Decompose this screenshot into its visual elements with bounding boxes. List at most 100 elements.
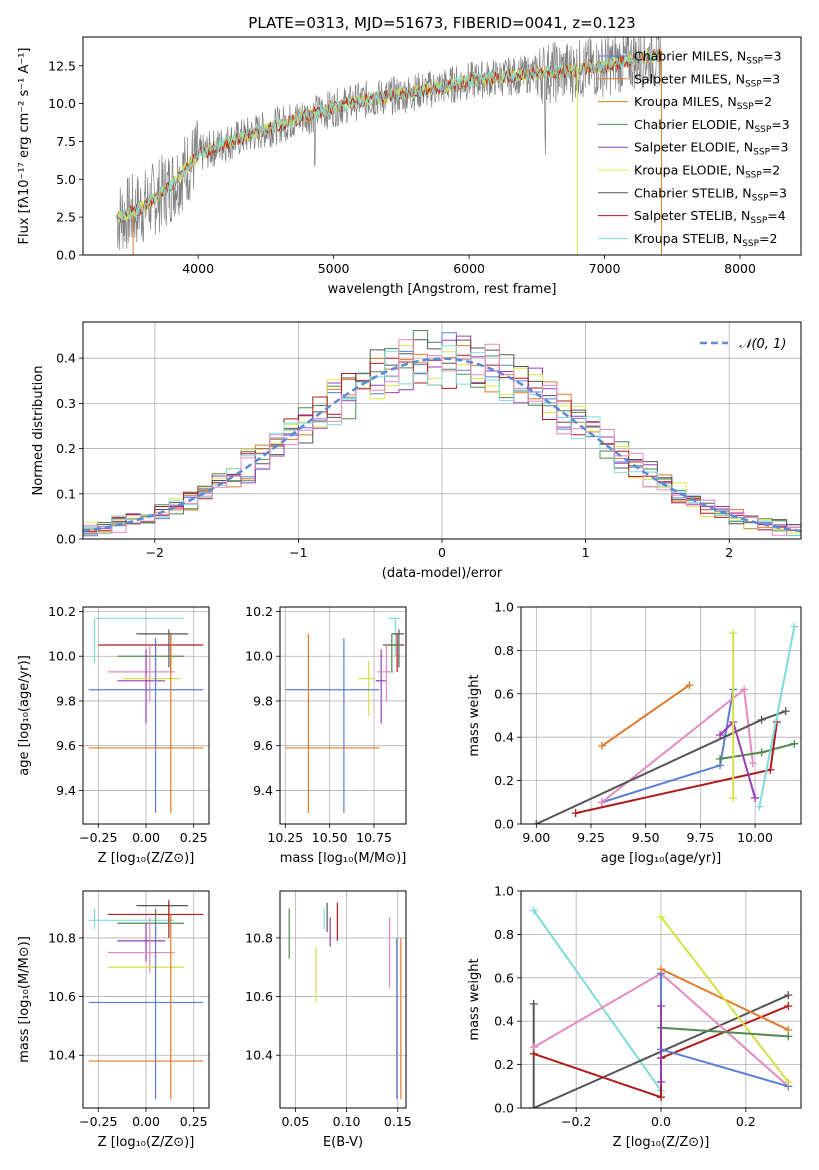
x-axis-label: (data-model)/error: [382, 566, 503, 581]
weight-line: [601, 684, 690, 747]
axes-frame: [82, 890, 210, 1109]
weight-marker: [657, 1093, 665, 1102]
x-tick-label: 0.00: [132, 830, 160, 845]
panel-residuals: −2 −1 0 1 2 0.0 0.1 0.2 0.3 0.4 (data-model)/error…: [31, 321, 802, 581]
x-tick-label: 0.00: [132, 1114, 160, 1129]
errorbar-point: [88, 638, 204, 813]
errorbar-point: [107, 917, 175, 974]
x-tick-label: 9.50: [632, 830, 660, 845]
y-tick-label: 0.1: [56, 486, 76, 501]
y-tick-label: 0.6: [494, 970, 514, 985]
y-tick-label: 10.0: [245, 649, 273, 664]
weight-marker: [657, 965, 665, 974]
y-tick-label: 9.6: [56, 738, 76, 753]
x-axis-label: mass [log₁₀(M/M⊙)]: [280, 851, 407, 866]
y-tick-label: 0.0: [494, 1101, 514, 1116]
y-tick-label: 1.0: [494, 600, 514, 615]
model-spectrum: [116, 48, 662, 224]
x-axis-label: age [log₁₀(age/yr)]: [601, 851, 722, 866]
y-tick-label: 10.2: [245, 604, 273, 619]
x-tick-label: 5000: [318, 261, 350, 276]
x-tick-label: 6000: [453, 261, 485, 276]
legend-label: Kroupa ELODIE, NSSP=2: [634, 163, 780, 181]
panel-mass_weight_vs_age: 9.00 9.25 9.50 9.75 10.00 0.0 0.2 0.4 0.6 0.8 1.0 a…: [467, 600, 802, 866]
plot-area: [521, 607, 801, 824]
legend-label: Chabrier STELIB, NSSP=3: [634, 185, 787, 203]
weight-marker: [597, 798, 606, 807]
y-tick-label: 10.0: [48, 96, 76, 111]
x-tick-label: 10.00: [737, 830, 773, 845]
errorbar-point: [136, 629, 188, 668]
y-tick-label: 10.6: [48, 989, 76, 1004]
weight-marker: [784, 991, 793, 1000]
y-tick-label: 0.4: [494, 1014, 514, 1029]
y-tick-label: 5.0: [56, 172, 76, 187]
weight-marker: [657, 913, 665, 922]
plot-area: [116, 37, 662, 255]
y-tick-label: 10.4: [245, 1048, 273, 1063]
axes-frame: [82, 36, 802, 256]
x-tick-label: 7000: [589, 261, 621, 276]
legend-label: Kroupa MILES, NSSP=2: [634, 94, 772, 112]
x-tick-label: 0.2: [736, 1114, 756, 1129]
y-tick-label: 9.4: [253, 783, 273, 798]
errorbar-point: [98, 633, 204, 672]
weight-marker: [784, 1002, 793, 1011]
weight-line: [532, 909, 662, 1092]
y-tick-label: 10.8: [245, 930, 273, 945]
weight-series: [532, 707, 790, 824]
x-tick-label: 2: [725, 545, 733, 560]
weight-marker: [571, 809, 580, 818]
y-tick-label: 0.0: [56, 532, 76, 547]
weight-marker: [766, 765, 775, 774]
errorbar-point: [88, 633, 204, 813]
x-tick-label: 0.05: [281, 1114, 309, 1129]
errorbar-point: [388, 617, 401, 657]
errorbar-point: [88, 923, 204, 1100]
panel-spectrum: 4000 5000 6000 7000 8000 0.0 2.5 5.0 7.5 10.0 12.5…: [17, 36, 802, 297]
x-tick-label: 0.10: [333, 1114, 361, 1129]
x-tick-label: −2: [146, 545, 164, 560]
y-tick-label: 0.0: [494, 817, 514, 832]
errorbar-point: [88, 914, 204, 1100]
y-tick-label: 0.2: [494, 773, 514, 788]
axes-frame: [520, 890, 802, 1109]
errorbar-point: [382, 633, 401, 672]
errorbar-point: [117, 649, 166, 724]
weight-series: [529, 991, 793, 1108]
weight-marker: [784, 1032, 793, 1041]
x-tick-label: 10.25: [267, 830, 303, 845]
weight-marker: [757, 715, 766, 724]
plot-area: [280, 607, 406, 824]
errorbar-point: [117, 923, 166, 962]
errorbar-point: [391, 629, 405, 668]
x-axis-label: E(B-V): [323, 1135, 363, 1150]
panel-mass_weight_vs_Z: −0.2 0.0 0.2 0.0 0.2 0.4 0.6 0.8 1.0 Z [log₁₀(Z/Z…: [467, 884, 802, 1150]
y-tick-label: 9.4: [56, 783, 76, 798]
plot-area: [280, 891, 406, 1108]
weight-marker: [784, 1077, 793, 1086]
x-tick-label: 0.25: [180, 830, 208, 845]
weight-marker: [657, 1002, 665, 1011]
errorbar-point: [375, 649, 387, 724]
x-tick-label: 8000: [724, 261, 756, 276]
weight-marker: [529, 1043, 538, 1052]
y-tick-label: 0.2: [494, 1057, 514, 1072]
weight-series: [716, 739, 799, 763]
weight-line: [660, 916, 790, 1083]
legend-label: Chabrier MILES, NSSP=3: [634, 49, 782, 67]
y-tick-label: 9.6: [253, 738, 273, 753]
y-axis-label: mass [log₁₀(M/M⊙)]: [17, 936, 32, 1063]
x-tick-label: −1: [289, 545, 307, 560]
panel-mass_vs_Z: −0.25 0.00 0.25 10.4 10.6 10.8 Z [log₁₀(Z/Z⊙)]…: [17, 890, 210, 1150]
y-tick-label: 7.5: [56, 134, 76, 149]
weight-marker: [597, 741, 606, 750]
x-axis-label: Z [log₁₀(Z/Z⊙)]: [98, 851, 195, 866]
weight-marker: [716, 754, 725, 763]
weight-line: [758, 626, 796, 807]
weight-marker: [751, 793, 760, 802]
errorbar-point: [107, 645, 175, 701]
y-tick-label: 0.3: [56, 396, 76, 411]
y-tick-label: 1.0: [494, 884, 514, 899]
